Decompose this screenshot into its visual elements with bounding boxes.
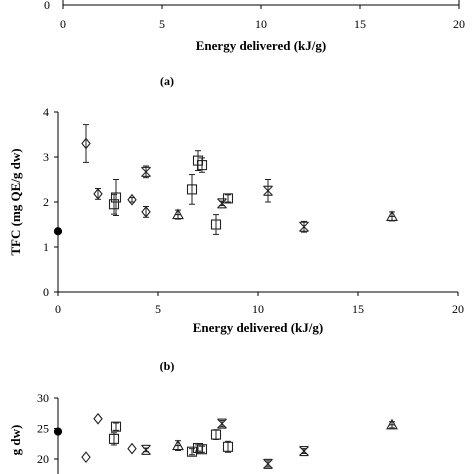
panel-b-point-asterisk: [217, 198, 227, 209]
panel-a-x-tick-label: 10: [255, 17, 267, 31]
panel-c-point-asterisk: [141, 444, 151, 455]
panel-c-point-asterisk: [299, 446, 309, 457]
panel-c-y-tick-label: 30: [37, 391, 49, 405]
panel-c-point-square: [108, 433, 120, 444]
panel-a-x-ticks: 0 5 10 15 20: [60, 5, 465, 31]
panel-b-y-tick-label: 0: [43, 285, 49, 299]
panel-c-point-diamond: [81, 451, 91, 464]
panel-b-x-tick-label: 0: [55, 302, 61, 316]
panel-a-label: (a): [160, 74, 174, 88]
panel-c-point-square: [186, 446, 198, 457]
panel-a-y-tick-label: 0: [44, 0, 50, 12]
panel-b-point-square: [186, 184, 198, 195]
panel-b-x-tick-label: 10: [252, 302, 264, 316]
panel-b-point-diamond: [81, 137, 91, 150]
panel-b-y-tick-label: 3: [43, 150, 49, 164]
panel-b-label: (b): [160, 359, 175, 373]
panel-b-point-asterisk: [141, 166, 151, 177]
panel-c-point-triangle: [386, 418, 398, 430]
panel-c-y-ticks: 20 25 30: [37, 391, 58, 466]
panel-b-point-square: [108, 199, 120, 210]
panel-b-point-square: [210, 219, 222, 230]
panel-a: 0 0 5 10 15 20 Energy delivered (kJ/g) (a): [44, 0, 465, 88]
panel-b-x-ticks: 0 5 10 15 20: [55, 292, 464, 316]
panel-b-point-asterisk: [299, 221, 309, 232]
panel-b-y-tick-label: 1: [43, 240, 49, 254]
panel-a-x-tick-label: 0: [60, 17, 66, 31]
panel-c-point-square: [222, 441, 234, 452]
panel-c-point-square: [110, 421, 122, 432]
panel-b-point-square: [196, 160, 208, 171]
panel-b-x-axis-label: Energy delivered (kJ/g): [193, 320, 323, 335]
panel-b-point-diamond: [141, 206, 151, 218]
panel-b-y-tick-label: 2: [43, 195, 49, 209]
panel-b-x-tick-label: 15: [352, 302, 364, 316]
panel-b-point-diamond: [93, 188, 103, 200]
panel-c-point-diamond: [93, 412, 103, 425]
panel-b-point-triangle: [172, 208, 184, 220]
panel-c-marks: [53, 412, 398, 469]
panel-b-x-tick-label: 5: [155, 302, 161, 316]
panel-a-x-tick-label: 5: [159, 17, 165, 31]
panel-a-x-axis-label: Energy delivered (kJ/g): [196, 38, 326, 53]
panel-c-y-tick-label: 25: [37, 422, 49, 436]
panel-b-x-tick-label: 20: [452, 302, 464, 316]
panel-a-x-tick-label: 20: [453, 17, 465, 31]
panel-c-point-asterisk: [263, 458, 273, 469]
panel-c: 20 25 30 g dw): [8, 391, 398, 474]
panel-b-point-diamond: [127, 193, 137, 206]
panel-b-y-tick-label: 4: [43, 105, 49, 119]
panel-b-y-axis-label: TFC (mg QE/g dw): [8, 148, 23, 255]
panel-c-point-square: [196, 444, 208, 455]
panel-c-point-filled-circle: [53, 427, 63, 436]
panel-c-y-axis-label: g dw): [8, 425, 23, 456]
panel-c-y-tick-label: 20: [37, 452, 49, 466]
panel-b: 0 1 2 3 4 0 5 10 15 20 TFC (mg QE/g dw) Energy d…: [8, 105, 464, 373]
panel-a-x-tick-label: 15: [354, 17, 366, 31]
panel-b-point-square: [110, 192, 122, 203]
panel-b-marks: [53, 124, 398, 236]
panel-b-y-ticks: 0 1 2 3 4: [43, 105, 58, 299]
panel-c-point-asterisk: [217, 418, 227, 429]
panel-c-point-diamond: [127, 442, 137, 455]
panel-c-point-triangle: [172, 439, 184, 451]
panel-b-point-filled-circle: [53, 227, 63, 236]
panel-b-point-asterisk: [263, 185, 273, 196]
panel-c-point-square: [210, 429, 222, 440]
panel-b-point-triangle: [386, 210, 398, 221]
